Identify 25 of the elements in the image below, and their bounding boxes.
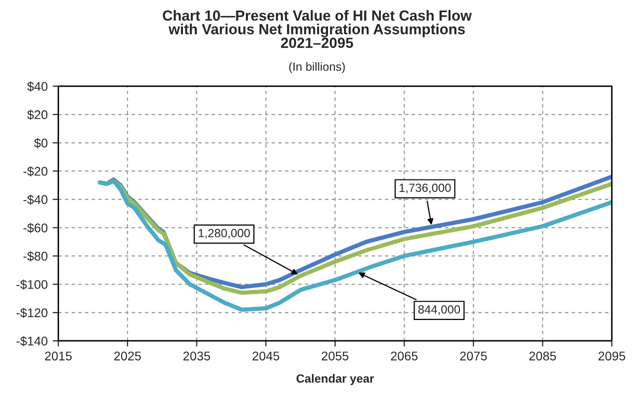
x-tick-label: 2045 bbox=[252, 352, 280, 360]
x-axis-title: Calendar year bbox=[296, 374, 374, 386]
y-tick-label: -$20 bbox=[23, 166, 48, 176]
x-tick-label: 2015 bbox=[45, 352, 72, 360]
x-tick-label: 2095 bbox=[598, 352, 626, 360]
x-tick-label: 2035 bbox=[183, 352, 210, 360]
chart-title: Chart 10—Present Value of HI Net Cash Flow with Various Net Immigration Assumptions 2021–2095 bbox=[162, 10, 472, 48]
annotation: 1,736,000 bbox=[400, 184, 451, 194]
y-tick-label: $0 bbox=[34, 138, 48, 148]
y-tick-label: -$140 bbox=[16, 336, 48, 346]
x-tick-label: 2025 bbox=[114, 352, 141, 360]
annotation: 1,280,000 bbox=[198, 228, 250, 239]
x-tick-label: 2065 bbox=[390, 352, 418, 360]
x-tick-label: 2085 bbox=[529, 352, 556, 360]
annotation: 844,000 bbox=[418, 305, 460, 315]
x-tick-label: 2075 bbox=[460, 352, 487, 360]
x-tick-label: 2055 bbox=[322, 352, 348, 360]
y-tick-label: -$40 bbox=[23, 194, 48, 205]
chart-subtitle: (In billions) bbox=[289, 62, 345, 74]
y-tick-label: -$80 bbox=[23, 251, 48, 262]
y-tick-label: $20 bbox=[27, 110, 48, 120]
y-tick-label: -$60 bbox=[23, 222, 48, 234]
y-tick-label: -$120 bbox=[16, 308, 48, 318]
y-tick-label: -$100 bbox=[16, 280, 48, 290]
y-tick-label: $40 bbox=[27, 81, 48, 92]
